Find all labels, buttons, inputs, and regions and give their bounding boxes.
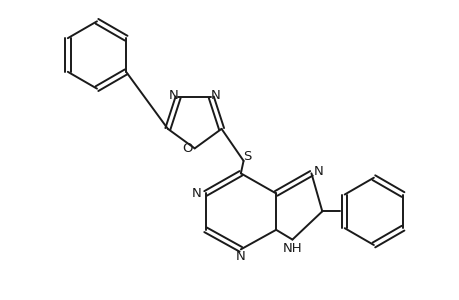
Text: S: S bbox=[242, 150, 251, 163]
Text: N: N bbox=[210, 88, 220, 102]
Text: N: N bbox=[191, 187, 202, 200]
Text: O: O bbox=[181, 142, 192, 155]
Text: NH: NH bbox=[282, 242, 302, 255]
Text: N: N bbox=[168, 88, 178, 102]
Text: N: N bbox=[313, 165, 323, 178]
Text: N: N bbox=[235, 250, 245, 263]
